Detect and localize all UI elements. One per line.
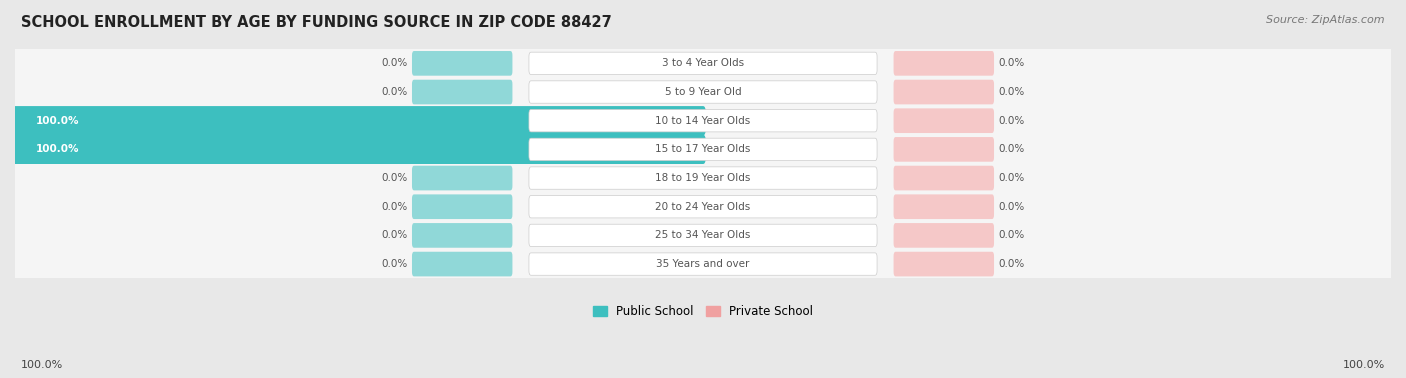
FancyBboxPatch shape [894, 80, 994, 104]
FancyBboxPatch shape [529, 224, 877, 246]
FancyBboxPatch shape [412, 194, 512, 219]
FancyBboxPatch shape [529, 253, 877, 275]
Text: 35 Years and over: 35 Years and over [657, 259, 749, 269]
Text: 0.0%: 0.0% [381, 202, 408, 212]
Text: 18 to 19 Year Olds: 18 to 19 Year Olds [655, 173, 751, 183]
FancyBboxPatch shape [412, 166, 512, 191]
Text: 0.0%: 0.0% [998, 58, 1025, 68]
Text: 0.0%: 0.0% [998, 202, 1025, 212]
Text: 0.0%: 0.0% [381, 259, 408, 269]
FancyBboxPatch shape [11, 73, 1395, 111]
FancyBboxPatch shape [529, 52, 877, 74]
FancyBboxPatch shape [13, 106, 706, 135]
FancyBboxPatch shape [412, 252, 512, 276]
Text: 3 to 4 Year Olds: 3 to 4 Year Olds [662, 58, 744, 68]
Text: 25 to 34 Year Olds: 25 to 34 Year Olds [655, 231, 751, 240]
FancyBboxPatch shape [894, 166, 994, 191]
Text: 0.0%: 0.0% [998, 231, 1025, 240]
FancyBboxPatch shape [529, 167, 877, 189]
Text: SCHOOL ENROLLMENT BY AGE BY FUNDING SOURCE IN ZIP CODE 88427: SCHOOL ENROLLMENT BY AGE BY FUNDING SOUR… [21, 15, 612, 30]
FancyBboxPatch shape [11, 102, 1395, 139]
FancyBboxPatch shape [412, 51, 512, 76]
FancyBboxPatch shape [529, 138, 877, 161]
Text: 5 to 9 Year Old: 5 to 9 Year Old [665, 87, 741, 97]
FancyBboxPatch shape [11, 45, 1395, 82]
FancyBboxPatch shape [11, 245, 1395, 283]
FancyBboxPatch shape [894, 194, 994, 219]
Text: 100.0%: 100.0% [35, 116, 79, 126]
Text: 0.0%: 0.0% [998, 116, 1025, 126]
Text: 0.0%: 0.0% [381, 231, 408, 240]
FancyBboxPatch shape [529, 195, 877, 218]
Text: 10 to 14 Year Olds: 10 to 14 Year Olds [655, 116, 751, 126]
FancyBboxPatch shape [412, 80, 512, 104]
Text: 0.0%: 0.0% [381, 173, 408, 183]
Text: 100.0%: 100.0% [1343, 361, 1385, 370]
Text: 100.0%: 100.0% [21, 361, 63, 370]
FancyBboxPatch shape [13, 135, 706, 164]
Text: 0.0%: 0.0% [381, 58, 408, 68]
FancyBboxPatch shape [894, 252, 994, 276]
Text: 15 to 17 Year Olds: 15 to 17 Year Olds [655, 144, 751, 154]
Text: 0.0%: 0.0% [998, 87, 1025, 97]
Text: 100.0%: 100.0% [35, 144, 79, 154]
Text: Source: ZipAtlas.com: Source: ZipAtlas.com [1267, 15, 1385, 25]
FancyBboxPatch shape [894, 137, 994, 162]
FancyBboxPatch shape [11, 159, 1395, 197]
FancyBboxPatch shape [11, 130, 1395, 168]
FancyBboxPatch shape [11, 217, 1395, 254]
FancyBboxPatch shape [894, 223, 994, 248]
Text: 0.0%: 0.0% [381, 87, 408, 97]
Text: 0.0%: 0.0% [998, 259, 1025, 269]
FancyBboxPatch shape [412, 223, 512, 248]
FancyBboxPatch shape [529, 110, 877, 132]
FancyBboxPatch shape [894, 108, 994, 133]
FancyBboxPatch shape [11, 188, 1395, 226]
FancyBboxPatch shape [894, 51, 994, 76]
Text: 0.0%: 0.0% [998, 173, 1025, 183]
Legend: Public School, Private School: Public School, Private School [588, 301, 818, 323]
Text: 0.0%: 0.0% [998, 144, 1025, 154]
FancyBboxPatch shape [529, 81, 877, 103]
Text: 20 to 24 Year Olds: 20 to 24 Year Olds [655, 202, 751, 212]
